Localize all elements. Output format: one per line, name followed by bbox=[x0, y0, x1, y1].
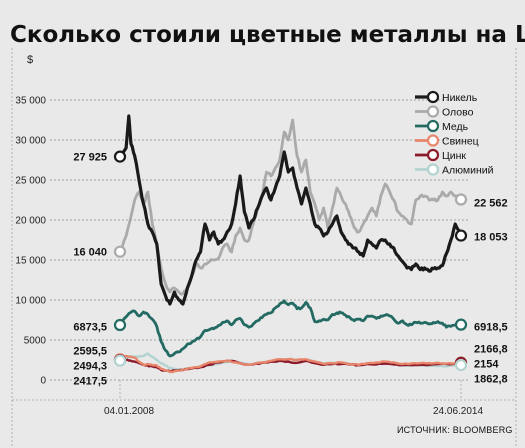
y-tick-label: 20 000 bbox=[15, 216, 46, 227]
unit-label: $ bbox=[27, 54, 33, 66]
grid-layer bbox=[11, 48, 517, 448]
legend-label: Никель bbox=[442, 92, 478, 104]
end-marker bbox=[454, 193, 468, 206]
legend-label: Цинк bbox=[442, 150, 466, 162]
y-tick-label: 15 000 bbox=[15, 256, 46, 267]
start-marker bbox=[113, 245, 127, 258]
legend-label: Медь bbox=[442, 121, 469, 133]
start-value-label: 2494,3 bbox=[73, 361, 107, 373]
start-value-label: 16 040 bbox=[73, 247, 107, 259]
legend-swatch-marker bbox=[426, 148, 440, 162]
y-tick-label: 0 bbox=[40, 376, 46, 387]
start-value-label: 27 925 bbox=[73, 152, 107, 164]
legend: Никель Олово Медь Свинец Цинк Алюминий bbox=[415, 90, 494, 177]
y-tick-label: 10 000 bbox=[15, 296, 46, 307]
end-marker bbox=[454, 358, 468, 372]
end-marker bbox=[454, 318, 468, 331]
end-value-label: 2154 bbox=[474, 359, 499, 371]
start-marker bbox=[113, 150, 127, 163]
series-line-0 bbox=[118, 114, 463, 306]
legend-label: Свинец bbox=[442, 136, 479, 148]
series-layer bbox=[118, 114, 463, 374]
legend-swatch-marker bbox=[426, 119, 440, 133]
legend-label: Олово bbox=[442, 107, 474, 119]
start-value-label: 2417,5 bbox=[73, 376, 107, 388]
series-line-3 bbox=[118, 354, 463, 374]
legend-swatch-marker bbox=[426, 134, 440, 147]
legend-label: Алюминий bbox=[442, 165, 494, 177]
chart-title: Сколько стоили цветные металлы на LME bbox=[10, 22, 525, 48]
start-marker bbox=[113, 318, 127, 332]
marker-layer: 27 925 18 053 16 040 22 562 6873,5 6918,5 2595… bbox=[73, 150, 508, 388]
legend-swatch-marker bbox=[426, 105, 440, 118]
end-value-label: 2166,8 bbox=[474, 344, 508, 356]
start-value-label: 6873,5 bbox=[73, 322, 107, 334]
y-axis: 0 5000 10 000 15 000 20 000 25 000 30 000 35 00… bbox=[15, 96, 46, 387]
y-tick-label: 25 000 bbox=[15, 176, 46, 187]
series-line-2 bbox=[118, 299, 463, 358]
y-tick-label: 30 000 bbox=[15, 136, 46, 147]
end-marker bbox=[454, 229, 468, 242]
legend-swatch-marker bbox=[426, 90, 440, 104]
y-tick-label: 5000 bbox=[24, 336, 47, 347]
end-value-label: 1862,8 bbox=[474, 374, 508, 386]
legend-swatch-marker bbox=[426, 163, 440, 176]
x-start-label: 04.01.2008 bbox=[104, 406, 154, 417]
end-value-label: 18 053 bbox=[474, 232, 508, 244]
start-marker bbox=[113, 354, 127, 367]
end-value-label: 6918,5 bbox=[474, 322, 508, 334]
x-end-label: 24.06.2014 bbox=[433, 406, 483, 417]
y-tick-label: 35 000 bbox=[15, 96, 46, 107]
source-label: ИСТОЧНИК: BLOOMBERG bbox=[397, 425, 513, 435]
series-line-1 bbox=[118, 118, 463, 296]
end-value-label: 22 562 bbox=[474, 198, 508, 210]
start-value-label: 2595,5 bbox=[73, 346, 107, 358]
